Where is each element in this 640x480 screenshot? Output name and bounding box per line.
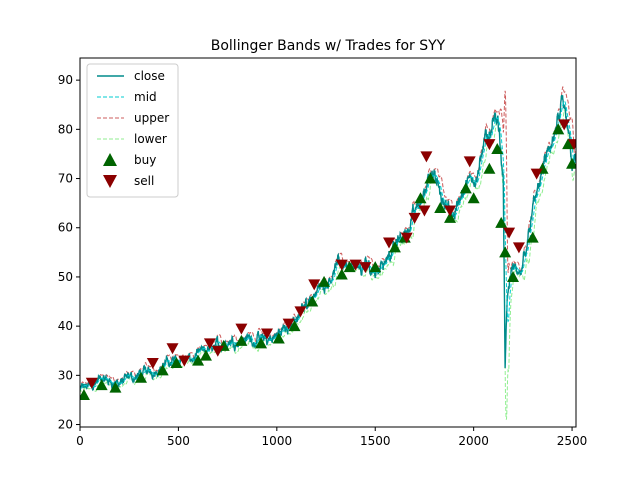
sell-marker xyxy=(235,323,248,335)
legend-handle-buy xyxy=(103,153,117,166)
sell-marker xyxy=(260,328,273,340)
legend-label-sell: sell xyxy=(134,174,154,188)
buy-marker xyxy=(156,364,169,376)
x-tick-label: 500 xyxy=(167,434,190,448)
buy-marker xyxy=(526,231,539,243)
legend-label-upper: upper xyxy=(134,111,169,125)
buy-marker xyxy=(95,379,108,391)
buy-marker xyxy=(255,337,268,349)
y-tick-label: 20 xyxy=(58,418,73,432)
buy-marker xyxy=(566,157,576,169)
buy-marker xyxy=(343,261,356,273)
buy-marker xyxy=(483,162,496,174)
legend-label-mid: mid xyxy=(134,90,157,104)
legend-handle-sell xyxy=(103,175,117,188)
buy-marker xyxy=(434,202,447,214)
buy-marker xyxy=(199,349,212,361)
buy-marker xyxy=(80,389,90,401)
buy-marker xyxy=(499,246,512,258)
buy-marker xyxy=(495,216,508,228)
x-tick-label: 1000 xyxy=(262,434,293,448)
sell-marker xyxy=(294,306,307,318)
legend-box xyxy=(86,63,179,198)
buy-marker xyxy=(562,138,575,150)
buy-marker xyxy=(552,123,565,135)
sell-marker xyxy=(444,205,457,217)
buy-marker xyxy=(318,275,331,287)
sell-marker xyxy=(400,232,413,244)
buy-marker xyxy=(170,357,183,369)
sell-marker xyxy=(512,242,525,254)
x-tick-label: 2000 xyxy=(458,434,489,448)
sell-marker xyxy=(85,377,98,389)
y-tick-label: 70 xyxy=(58,172,73,186)
y-tick-label: 90 xyxy=(58,73,73,87)
buy-marker xyxy=(192,354,205,366)
buy-marker xyxy=(388,241,401,253)
sell-marker xyxy=(335,259,348,271)
x-tick-label: 1500 xyxy=(360,434,391,448)
sell-marker xyxy=(383,237,396,249)
buy-marker xyxy=(467,192,480,204)
buy-marker xyxy=(507,270,520,282)
axes: 0 500 1000 1500 2000 2500 20 30 40 50 60 70 80 90 xyxy=(58,57,588,448)
sell-marker xyxy=(418,205,431,217)
y-tick-label: 60 xyxy=(58,221,73,235)
buy-marker xyxy=(335,268,348,280)
buy-marker xyxy=(424,172,437,184)
sell-marker xyxy=(178,355,191,367)
sell-marker xyxy=(558,119,571,131)
sell-marker xyxy=(211,345,224,357)
x-tick-label: 0 xyxy=(76,434,84,448)
sell-marker xyxy=(568,139,576,151)
buy-marker xyxy=(369,261,382,273)
buy-marker xyxy=(414,192,427,204)
sell-marker xyxy=(503,227,516,239)
buy-marker xyxy=(135,371,148,383)
x-tick-label: 2500 xyxy=(557,434,588,448)
buy-marker xyxy=(444,211,457,223)
legend: close mid upper lower buy sell xyxy=(86,63,179,198)
sell-marker xyxy=(530,168,543,180)
y-tick-label: 50 xyxy=(58,270,73,284)
buy-marker xyxy=(491,143,504,155)
sell-marker xyxy=(349,259,362,271)
y-tick-label: 40 xyxy=(58,319,73,333)
sell-marker xyxy=(420,151,433,163)
plot-area xyxy=(80,86,576,420)
sell-marker xyxy=(166,343,179,355)
sell-marker xyxy=(463,156,476,168)
sell-marker xyxy=(282,318,295,330)
buy-marker xyxy=(459,182,472,194)
sell-marker xyxy=(483,139,496,151)
buy-marker xyxy=(109,381,122,393)
legend-label-lower: lower xyxy=(134,132,167,146)
chart-title: Bollinger Bands w/ Trades for SYY xyxy=(211,38,446,54)
sell-marker xyxy=(308,279,321,291)
sell-marker xyxy=(146,358,159,370)
buy-marker xyxy=(288,320,301,332)
buy-marker xyxy=(235,334,248,346)
buy-marker xyxy=(272,332,285,344)
y-tick-label: 80 xyxy=(58,122,73,136)
legend-label-buy: buy xyxy=(134,153,156,167)
sell-marker xyxy=(359,262,372,274)
y-tick-label: 30 xyxy=(58,368,73,382)
buy-marker xyxy=(306,295,319,307)
axes-frame xyxy=(79,57,577,428)
sell-marker xyxy=(203,338,216,350)
legend-label-close: close xyxy=(134,69,165,83)
sell-marker xyxy=(408,212,421,224)
